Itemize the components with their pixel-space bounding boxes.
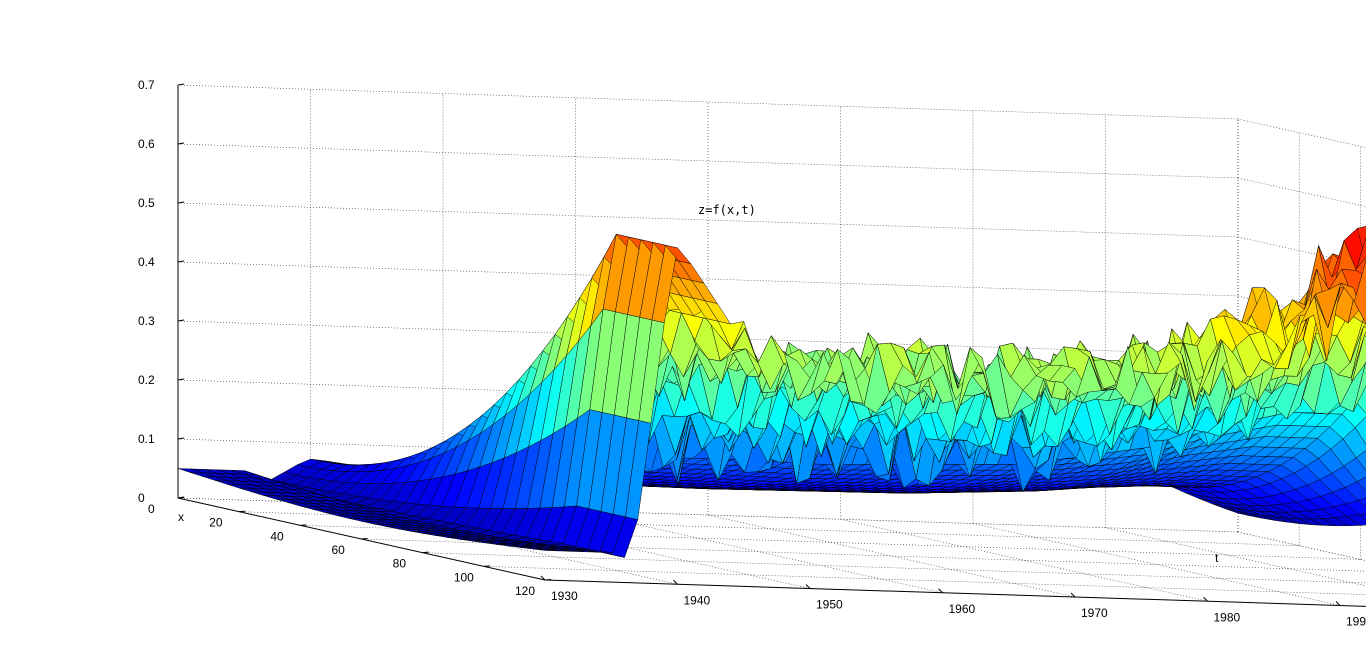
z-tick [177, 378, 185, 381]
grid-line [1237, 531, 1366, 561]
surface-patch [1343, 457, 1366, 482]
t-tick-label: 1970 [1081, 606, 1108, 620]
grid-line [1237, 531, 1366, 561]
grid-line [707, 514, 1076, 598]
surface-layer [177, 226, 1366, 558]
chart-title: z=f(x,t) [698, 203, 756, 217]
surface-patch [1362, 323, 1366, 328]
t-tick [673, 579, 678, 585]
z-tick [177, 83, 185, 86]
x-tick-label: 60 [332, 543, 346, 557]
surface-patch [1354, 259, 1366, 325]
t-tick-label: 1980 [1214, 610, 1241, 624]
z-tick-label: 0.1 [138, 432, 155, 446]
z-tick-label: 0.7 [138, 78, 155, 92]
labels-layer: 0 0.1 0.2 0.3 0.4 0.5 0.6 0.7 0 20 40 60 80 100 120 193… [138, 78, 1366, 629]
t-tick-label: 1990 [1346, 615, 1366, 629]
x-tick-label: 0 [148, 502, 155, 516]
x-tick [422, 551, 429, 554]
grid-line [177, 84, 1239, 120]
grid-line [422, 552, 1366, 584]
z-tick [177, 142, 185, 145]
t-tick [1335, 601, 1341, 606]
t-tick [938, 588, 943, 594]
surface-patch [1351, 334, 1366, 382]
z-tick-label: 0.6 [138, 137, 155, 151]
x-tick [544, 579, 552, 581]
x-tick-label: 20 [209, 516, 223, 530]
surface-patch [1358, 513, 1366, 520]
t-tick [540, 575, 546, 581]
x-tick-label: 120 [515, 584, 535, 598]
x-tick [177, 497, 185, 499]
surface-patch [1355, 450, 1366, 471]
z-tick-label: 0.4 [138, 255, 155, 269]
surface-patch [1355, 416, 1366, 445]
z-tick-label: 0.3 [138, 314, 155, 328]
t-tick-label: 1930 [551, 589, 578, 603]
grid-line [483, 566, 1366, 595]
surface-patch [1357, 497, 1366, 508]
surface-patch [1350, 323, 1366, 378]
surface-patch [1352, 362, 1366, 412]
z-tick [177, 437, 185, 440]
x-tick [300, 524, 307, 526]
z-tick [177, 319, 185, 322]
z-tick-label: 0 [138, 491, 145, 505]
grid-line [1105, 527, 1366, 587]
grid-line [1237, 118, 1366, 148]
x-tick-label: 40 [270, 529, 284, 543]
x-tick [239, 510, 246, 513]
surface-patch [1342, 427, 1366, 459]
grid-line [840, 518, 1208, 602]
x-tick [361, 538, 368, 540]
t-tick [1203, 596, 1208, 602]
t-tick-label: 1940 [684, 593, 711, 607]
x-axis-label: x [178, 510, 184, 524]
t-tick [1070, 592, 1076, 598]
t-tick-label: 1950 [816, 598, 843, 612]
z-tick [177, 201, 185, 204]
x-tick-label: 80 [393, 557, 407, 571]
x-tick [483, 565, 490, 567]
z-tick-label: 0.5 [138, 196, 155, 210]
axes-layer [177, 83, 1366, 607]
t-tick [805, 584, 811, 589]
z-tick [177, 260, 185, 263]
surface-patch [1344, 481, 1366, 501]
t-axis-label: t [1215, 551, 1219, 565]
x-tick-label: 100 [454, 570, 474, 584]
surface-patch [1346, 514, 1366, 526]
surface-patch [1356, 476, 1366, 492]
surface-patch [1340, 282, 1366, 325]
t-tick-label: 1960 [949, 602, 976, 616]
surface-patch [1345, 500, 1366, 515]
z-tick-label: 0.2 [138, 373, 155, 387]
